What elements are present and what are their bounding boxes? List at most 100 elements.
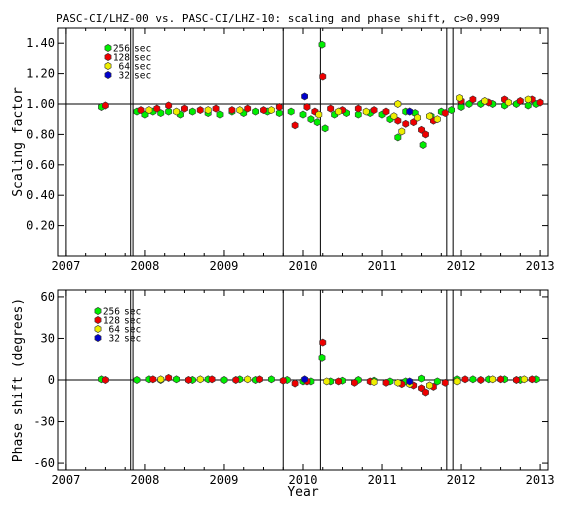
- scaling-point-64sec-18: [524, 95, 532, 104]
- scaling-point-64sec-12: [414, 113, 422, 122]
- scaling-point-64sec-0: [145, 106, 153, 115]
- scaling-point-64sec-3: [236, 106, 244, 115]
- phase-legend-marker-2: [94, 325, 102, 333]
- scaling-point-128sec-2: [153, 104, 161, 113]
- phase-point-256sec-14: [318, 353, 326, 362]
- scaling-point-256sec-17: [307, 115, 315, 124]
- scaling-point-64sec-15: [456, 93, 463, 102]
- scaling-point-128sec-7: [228, 106, 236, 115]
- scaling-x-tick-label-6: 2013: [526, 259, 555, 273]
- scaling-point-128sec-15: [327, 104, 335, 113]
- phase-legend-unit-2: sec: [124, 325, 141, 336]
- phase-point-128sec-12: [350, 378, 358, 387]
- scaling-point-64sec-1: [173, 107, 180, 116]
- phase-point-128sec-1: [149, 375, 157, 384]
- scaling-point-64sec-7: [362, 107, 370, 116]
- scaling-legend-unit-3: sec: [134, 71, 151, 82]
- phase-point-128sec-10: [319, 338, 327, 347]
- scaling-panel: 2007 2008 2009 2010 2011 2012 2013 0.20 0.40 0.60…: [26, 27, 555, 273]
- phase-legend-marker-1: [94, 316, 102, 324]
- phase-x-tick-label-4: 2011: [368, 473, 397, 487]
- phase-point-128sec-8: [291, 379, 299, 388]
- phase-point-128sec-22: [477, 376, 485, 384]
- scaling-point-128sec-14: [319, 72, 327, 81]
- scaling-point-256sec-18: [313, 118, 321, 127]
- phase-legend-label-3: 32: [109, 334, 120, 345]
- scaling-point-128sec-5: [196, 106, 204, 115]
- phase-point-256sec-7: [220, 376, 228, 384]
- phase-legend-marker-0: [94, 307, 102, 315]
- scaling-x-tick-label-3: 2010: [289, 259, 318, 273]
- scaling-point-32sec-0: [301, 92, 309, 101]
- phase-y-tick-label-4: 60: [41, 290, 55, 304]
- phase-point-128sec-11: [335, 377, 343, 386]
- phase-legend-label-2: 64: [109, 325, 121, 336]
- phase-point-128sec-21: [461, 375, 469, 384]
- phase-point-256sec-22: [433, 377, 441, 386]
- scaling-x-tick-label-2: 2009: [210, 259, 239, 273]
- phase-point-256sec-24: [469, 375, 477, 384]
- scaling-legend-label-1: 128: [113, 53, 130, 64]
- phase-point-32sec-1: [406, 377, 414, 386]
- scaling-point-128sec-4: [181, 104, 188, 113]
- scaling-point-128sec-11: [291, 121, 299, 130]
- scaling-point-64sec-10: [398, 127, 406, 136]
- scaling-point-64sec-9: [394, 100, 402, 108]
- phase-point-64sec-9: [489, 375, 497, 384]
- scaling-point-64sec-4: [267, 106, 275, 115]
- scaling-y-label: Scaling factor: [11, 87, 26, 197]
- scaling-legend-unit-0: sec: [134, 44, 151, 55]
- phase-point-128sec-5: [232, 376, 240, 384]
- scaling-point-256sec-12: [252, 107, 260, 116]
- phase-x-tick-label-5: 2012: [447, 473, 476, 487]
- phase-legend-unit-0: sec: [124, 307, 141, 318]
- scaling-y-tick-label-3: 0.80: [26, 127, 55, 141]
- phase-x-tick-label-0: 2007: [51, 473, 80, 487]
- scaling-legend-unit-1: sec: [134, 53, 151, 64]
- scaling-legend-marker-1: [104, 53, 112, 61]
- phase-point-128sec-24: [512, 376, 520, 384]
- scaling-point-64sec-5: [315, 110, 323, 119]
- phase-point-128sec-20: [441, 378, 449, 387]
- scaling-legend-marker-0: [104, 44, 112, 52]
- scaling-y-tick-label-0: 0.20: [26, 219, 55, 233]
- phase-point-128sec-23: [497, 375, 505, 384]
- phase-point-256sec-1: [133, 376, 141, 384]
- phase-panel: 2007 2008 2009 2010 2011 2012 2013 -60 -30 0 30 60 2…: [33, 289, 555, 487]
- scaling-point-128sec-12: [303, 103, 311, 111]
- scaling-x-tick-label-5: 2012: [447, 259, 476, 273]
- scaling-legend-marker-3: [104, 71, 112, 79]
- phase-point-64sec-0: [157, 375, 165, 384]
- scaling-point-128sec-24: [422, 130, 429, 139]
- phase-x-tick-label-2: 2009: [210, 473, 239, 487]
- phase-y-tick-label-3: 30: [41, 331, 55, 345]
- phase-point-64sec-8: [453, 377, 461, 386]
- phase-point-128sec-0: [102, 376, 109, 384]
- scaling-y-tick-label-6: 1.40: [26, 36, 55, 50]
- phase-point-64sec-10: [520, 375, 528, 384]
- scaling-point-128sec-8: [244, 104, 252, 113]
- scaling-point-256sec-9: [216, 110, 224, 119]
- phase-y-tick-label-0: -60: [33, 456, 55, 470]
- phase-legend-marker-3: [94, 334, 102, 342]
- scaling-legend-label-0: 256: [113, 44, 130, 55]
- scaling-point-256sec-30: [419, 141, 427, 149]
- scaling-point-128sec-9: [260, 106, 267, 115]
- phase-legend-unit-3: sec: [124, 334, 141, 345]
- scaling-point-128sec-1: [137, 106, 145, 115]
- scaling-x-tick-label-0: 2007: [51, 259, 80, 273]
- phase-x-tick-label-3: 2010: [289, 473, 318, 487]
- phase-point-64sec-2: [244, 375, 252, 384]
- chart-title: PASC-CI/LHZ-00 vs. PASC-CI/LHZ-10: scali…: [56, 12, 500, 25]
- scaling-point-128sec-21: [402, 119, 410, 128]
- scaling-point-256sec-23: [354, 110, 362, 119]
- scaling-point-256sec-5: [165, 107, 173, 116]
- scaling-point-64sec-8: [390, 112, 398, 121]
- scaling-point-128sec-28: [469, 95, 477, 104]
- scaling-point-256sec-33: [448, 106, 456, 115]
- phase-y-tick-label-1: -30: [33, 415, 55, 429]
- phase-point-128sec-7: [279, 376, 287, 385]
- phase-x-tick-label-6: 2013: [526, 473, 555, 487]
- scaling-point-128sec-33: [536, 98, 544, 107]
- scaling-point-256sec-20: [321, 124, 329, 133]
